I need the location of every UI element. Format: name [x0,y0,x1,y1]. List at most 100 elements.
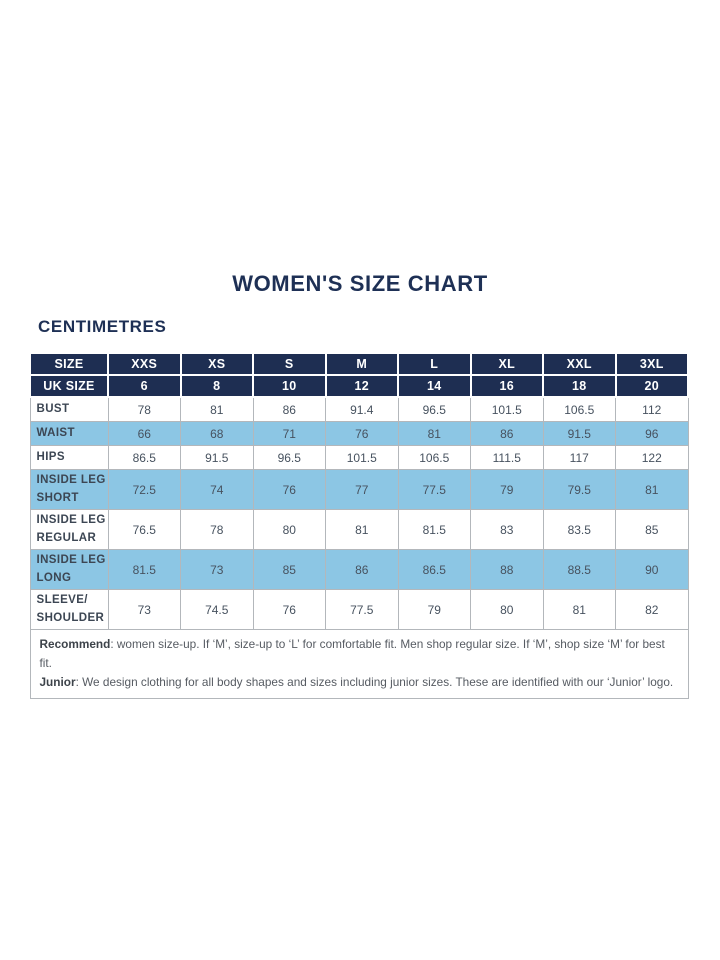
measurement-value: 74 [180,469,254,510]
measurement-label: BUST [29,396,109,422]
uk-size-header-cell: 16 [469,374,544,398]
measurement-value: 83.5 [542,509,616,550]
size-chart-body: BUST 78 81 86 91.4 96.5 101.5 106.5 112 WAIST 66 68… [29,396,689,699]
uk-size-header-row: UK SIZE 6 8 10 12 14 16 18 20 [29,374,689,398]
measurement-value: 74.5 [180,589,254,630]
size-header-cell: XL [469,352,544,376]
measurement-row: WAIST 66 68 71 76 81 86 91.5 96 [29,421,689,446]
measurement-row: BUST 78 81 86 91.4 96.5 101.5 106.5 112 [29,396,689,422]
measurement-value: 81 [325,509,399,550]
measurement-value: 91.4 [325,396,399,422]
measurement-row: SLEEVE/SHOULDER 73 74.5 76 77.5 79 80 81 82 [29,589,689,630]
measurement-label: INSIDE LEG LONG [29,549,109,590]
measurement-label: INSIDE LEG REGULAR [29,509,109,550]
size-header-cell: M [324,352,399,376]
measurement-label: SLEEVE/SHOULDER [29,589,109,630]
measurement-value: 111.5 [470,445,544,470]
uk-size-header-cell: 20 [614,374,689,398]
measurement-value: 86.5 [397,549,471,590]
measurement-value: 112 [615,396,689,422]
uk-size-header-cell: 14 [397,374,472,398]
measurement-value: 88 [470,549,544,590]
measurement-value: 96.5 [397,396,471,422]
measurement-value: 76.5 [107,509,181,550]
measurement-row: INSIDE LEG SHORT 72.5 74 76 77 77.5 79 79.5 81 [29,469,689,510]
measurement-label-line: LONG [36,571,72,584]
note-lead: Recommend [39,637,111,651]
size-header-cell: XXL [542,352,617,376]
size-header-cell: SIZE [29,352,109,376]
note-text: : women size-up. If ‘M’, size-up to ‘L’ … [39,637,665,670]
size-chart-header: SIZE XXS XS S M L XL XXL 3XL UK SIZE 6 8 10 12 14 16 18 2… [29,352,689,398]
uk-size-header-cell: 6 [107,374,182,398]
size-header-cell: 3XL [614,352,689,376]
uk-size-header-cell: UK SIZE [29,374,109,398]
size-header-cell: L [397,352,472,376]
measurement-value: 77.5 [325,589,399,630]
measurement-label-line: INSIDE LEG [36,473,106,486]
measurement-value: 73 [180,549,254,590]
measurement-value: 73 [107,589,181,630]
measurement-label-line: INSIDE LEG [36,513,106,526]
measurement-value: 79 [397,589,471,630]
measurement-label: INSIDE LEG SHORT [29,469,109,510]
measurement-value: 96.5 [252,445,326,470]
measurement-value: 96 [615,421,689,446]
measurement-value: 76 [252,589,326,630]
notes-cell: Recommend: women size-up. If ‘M’, size-u… [29,629,689,699]
measurement-value: 117 [542,445,616,470]
measurement-value: 122 [615,445,689,470]
measurement-value: 66 [107,421,181,446]
measurement-value: 106.5 [542,396,616,422]
measurement-value: 106.5 [397,445,471,470]
measurement-label: HIPS [29,445,109,470]
measurement-value: 77 [325,469,399,510]
measurement-value: 86.5 [107,445,181,470]
measurement-label-line: HIPS [36,450,65,463]
uk-size-header-cell: 8 [179,374,254,398]
size-header-cell: XXS [107,352,182,376]
measurement-value: 85 [252,549,326,590]
measurement-value: 68 [180,421,254,446]
measurement-value: 79 [470,469,544,510]
uk-size-header-cell: 12 [324,374,399,398]
measurement-value: 91.5 [180,445,254,470]
measurement-value: 82 [615,589,689,630]
measurement-value: 91.5 [542,421,616,446]
measurement-value: 90 [615,549,689,590]
measurement-value: 101.5 [470,396,544,422]
measurement-row: INSIDE LEG LONG 81.5 73 85 86 86.5 88 88.5 90 [29,549,689,590]
measurement-value: 101.5 [325,445,399,470]
measurement-value: 80 [470,589,544,630]
measurement-value: 71 [252,421,326,446]
recommend-note: Recommend: women size-up. If ‘M’, size-u… [40,635,679,673]
measurement-value: 81 [615,469,689,510]
uk-size-header-cell: 18 [542,374,617,398]
measurement-value: 80 [252,509,326,550]
measurement-value: 86 [252,396,326,422]
measurement-value: 81 [542,589,616,630]
measurement-value: 72.5 [107,469,181,510]
measurement-value: 81.5 [397,509,471,550]
measurement-label-line: REGULAR [36,531,97,544]
notes-row: Recommend: women size-up. If ‘M’, size-u… [29,629,689,699]
uk-size-header-cell: 10 [252,374,327,398]
size-header-cell: XS [179,352,254,376]
note-lead: Junior [39,674,76,689]
measurement-value: 77.5 [397,469,471,510]
measurement-value: 79.5 [542,469,616,510]
measurement-value: 83 [470,509,544,550]
size-header-cell: S [252,352,327,376]
measurement-value: 86 [325,549,399,590]
measurement-value: 78 [107,396,181,422]
measurement-label-line: SHOULDER [36,611,105,624]
measurement-label-line: BUST [36,402,70,415]
measurement-label-line: WAIST [36,426,75,439]
size-chart-table: SIZE XXS XS S M L XL XXL 3XL UK SIZE 6 8 10 12 14 16 18 2… [29,352,689,699]
measurement-label: WAIST [29,421,109,446]
measurement-label-line: SLEEVE/ [36,593,88,606]
measurement-label-line: SHORT [36,491,79,504]
junior-note: Junior: We design clothing for all body … [40,673,679,692]
measurement-label-line: INSIDE LEG [36,553,106,566]
